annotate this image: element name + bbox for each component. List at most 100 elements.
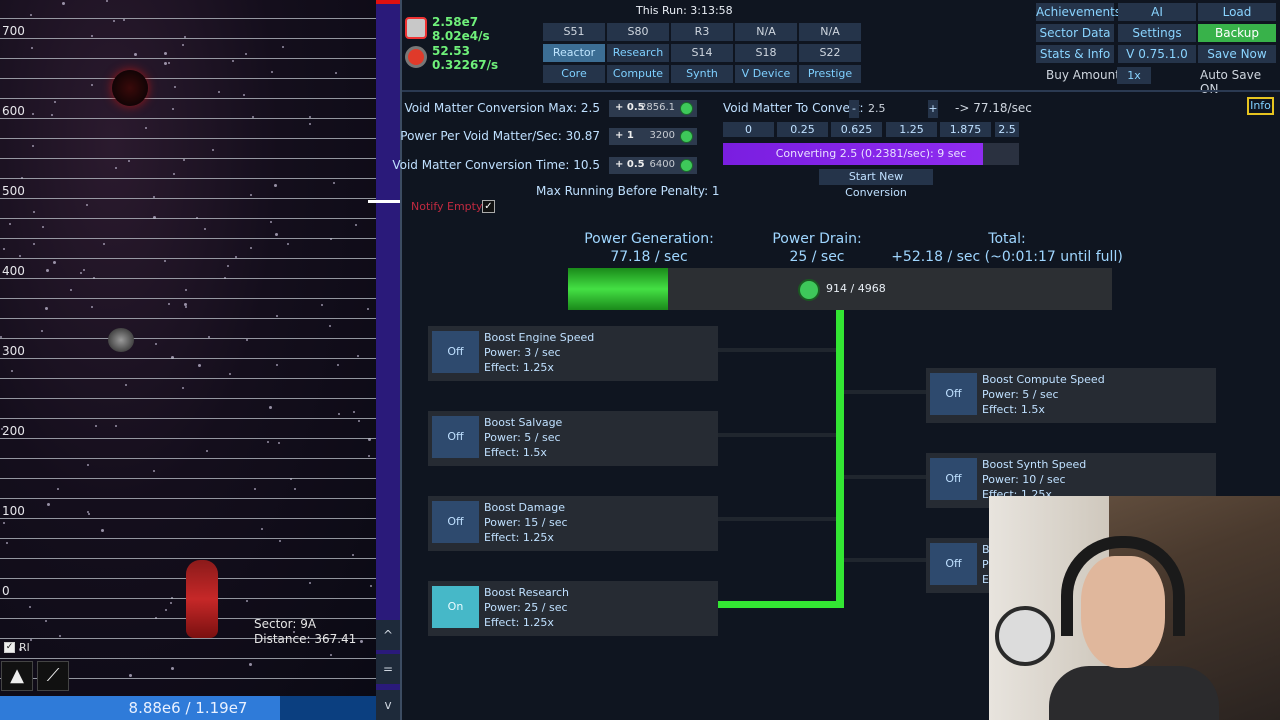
boost-name: Boost Salvage (484, 416, 563, 429)
wire (844, 390, 926, 394)
sector-data-button[interactable]: Sector Data (1036, 24, 1114, 42)
sector-tab-4[interactable]: N/A (735, 23, 797, 41)
star (309, 581, 312, 584)
amount-preset-button[interactable]: 2.5 (995, 122, 1019, 137)
start-conversion-button[interactable]: Start New Conversion (819, 169, 933, 199)
info-button[interactable]: Info (1247, 97, 1274, 115)
star (228, 372, 231, 375)
save-now-button[interactable]: Save Now (1198, 45, 1276, 63)
conversion-progress-bar: Converting 2.5 (0.2381/sec): 9 sec (723, 143, 1019, 165)
star (155, 616, 158, 619)
star (174, 86, 177, 89)
sector-tab-s14[interactable]: S14 (671, 44, 733, 62)
star (52, 260, 56, 264)
notify-empty-checkbox[interactable]: ✓ (482, 200, 495, 213)
power-drain-title: Power Drain: (772, 231, 862, 247)
star (129, 674, 133, 678)
conversion-progress-text: Converting 2.5 (0.2381/sec): 9 sec (775, 147, 967, 160)
tab-reactor[interactable]: Reactor (543, 44, 605, 62)
ai-button[interactable]: AI (1118, 3, 1196, 21)
vertical-bar-top-marker (376, 0, 400, 4)
star (62, 2, 66, 6)
distance-grid-line (0, 218, 376, 219)
tab-core[interactable]: Core (543, 65, 605, 83)
webcam-headphones (1061, 536, 1185, 636)
star (133, 53, 137, 57)
sector-tab-2[interactable]: S80 (607, 23, 669, 41)
distance-grid-line (0, 58, 376, 59)
tab-prestige[interactable]: Prestige (799, 65, 861, 83)
distance-grid-line (0, 198, 376, 199)
settings-button[interactable]: Settings (1118, 24, 1196, 42)
scroll-down-button[interactable]: v (376, 690, 400, 720)
star (85, 204, 88, 207)
star (30, 14, 33, 17)
enemy-ship (112, 70, 148, 106)
distance-grid-line (0, 398, 376, 399)
backup-button[interactable]: Backup (1198, 24, 1276, 42)
rl-checkbox[interactable]: ✓ (4, 642, 15, 653)
hull-bar-text: 8.88e6 / 1.19e7 (128, 699, 248, 717)
star (183, 35, 186, 38)
resource-top-value: 2.58e7 (432, 15, 479, 29)
buy-amount-select[interactable]: 1x (1117, 67, 1151, 84)
distance-label: Distance: 367.41 (254, 632, 357, 646)
tab-v-device[interactable]: V Device (735, 65, 797, 83)
star (1, 427, 4, 430)
no-entry-icon (405, 17, 427, 39)
star (114, 167, 117, 170)
sector-tab-s22[interactable]: S22 (799, 44, 861, 62)
convert-decrease-button[interactable]: - (849, 100, 859, 118)
boost-toggle-button[interactable]: Off (432, 416, 479, 458)
missile-ability-icon[interactable]: ⟋ (37, 661, 69, 691)
star (163, 260, 166, 263)
tab-research[interactable]: Research (607, 44, 669, 62)
star (32, 210, 35, 213)
sector-tab-5[interactable]: N/A (799, 23, 861, 41)
sector-tab-s18[interactable]: S18 (735, 44, 797, 62)
star (153, 469, 156, 472)
sector-tab-3[interactable]: R3 (671, 23, 733, 41)
boost-toggle-button[interactable]: Off (432, 331, 479, 373)
webcam-fan (995, 606, 1055, 666)
star (44, 306, 48, 310)
star (203, 227, 206, 230)
amount-preset-button[interactable]: 1.875 (940, 122, 991, 137)
sector-tab-1[interactable]: S51 (543, 23, 605, 41)
scroll-up-button[interactable]: ^ (376, 620, 400, 650)
convert-amount-input[interactable]: 2.5 (868, 102, 886, 115)
star (269, 220, 272, 223)
rl-toggle[interactable]: ✓ Rl (4, 641, 30, 654)
tab-synth[interactable]: Synth (671, 65, 733, 83)
boost-toggle-button[interactable]: Off (930, 543, 977, 585)
boost-effect: Effect: 1.25x (484, 616, 554, 629)
amount-preset-button[interactable]: 0 (723, 122, 774, 137)
star (70, 289, 73, 292)
boost-toggle-button[interactable]: On (432, 586, 479, 628)
boost-power: Power: 3 / sec (484, 346, 561, 359)
panel-divider (400, 0, 402, 720)
boost-effect: Effect: 1.25x (484, 531, 554, 544)
boost-toggle-button[interactable]: Off (432, 501, 479, 543)
star (308, 123, 311, 126)
scroll-middle-button[interactable]: = (376, 654, 400, 684)
amount-preset-button[interactable]: 1.25 (886, 122, 937, 137)
boost-toggle-button[interactable]: Off (930, 458, 977, 500)
ship-ability-icon[interactable]: ▲ (1, 661, 33, 691)
power-storage-fill (568, 268, 669, 310)
achievements-button[interactable]: Achievements (1036, 3, 1122, 21)
amount-preset-button[interactable]: 0.625 (831, 122, 882, 137)
amount-preset-button[interactable]: 0.25 (777, 122, 828, 137)
boost-toggle-button[interactable]: Off (930, 373, 977, 415)
star (337, 413, 340, 416)
stats-info-button[interactable]: Stats & Info (1036, 45, 1114, 63)
star (253, 487, 256, 490)
upgrade-button-power-per-void[interactable]: + 1 3200 (609, 128, 697, 145)
upgrade-button-conversion-max[interactable]: + 0.5 2856.1 (609, 100, 697, 117)
upgrade-button-conversion-time[interactable]: + 0.5 6400 (609, 157, 697, 174)
convert-increase-button[interactable]: + (928, 100, 938, 118)
version-button[interactable]: V 0.75.1.0 (1118, 45, 1196, 63)
tab-compute[interactable]: Compute (607, 65, 669, 83)
star (113, 20, 116, 23)
load-button[interactable]: Load (1198, 3, 1276, 21)
